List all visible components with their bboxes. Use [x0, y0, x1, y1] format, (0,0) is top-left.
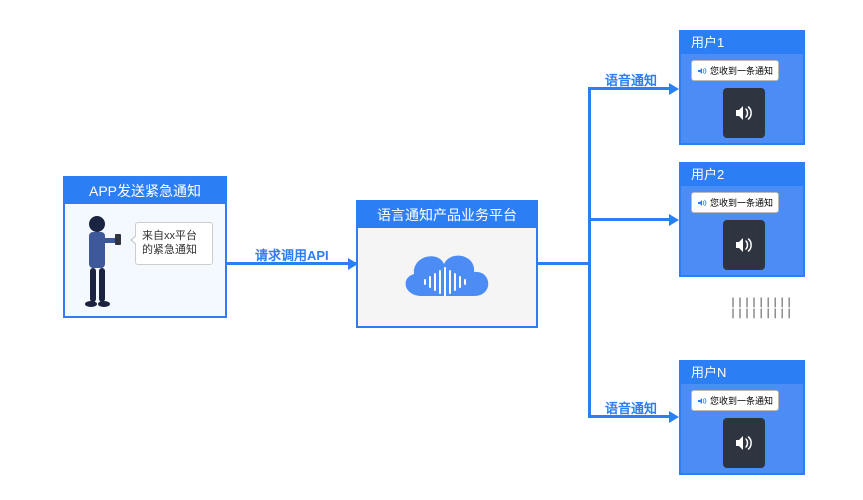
speaker-icon — [733, 234, 755, 256]
arrow-usern — [669, 411, 679, 423]
user-box-1: 用户1 您收到一条通知 — [679, 30, 805, 145]
speaker-icon — [733, 102, 755, 124]
user-box-n-body: 您收到一条通知 — [681, 384, 803, 473]
edge-vertical-branch — [588, 87, 591, 417]
edge-branch-user2 — [588, 218, 671, 221]
source-box: APP发送紧急通知 来自xx平台的紧急通知 — [63, 176, 227, 318]
user-1-notification-text: 您收到一条通知 — [710, 64, 773, 77]
user-box-2: 用户2 您收到一条通知 — [679, 162, 805, 277]
user-2-notification-text: 您收到一条通知 — [710, 196, 773, 209]
platform-box: 语言通知产品业务平台 — [356, 200, 538, 328]
source-speech-text: 来自xx平台的紧急通知 — [142, 230, 197, 256]
arrow-user1 — [669, 83, 679, 95]
source-speech-bubble: 来自xx平台的紧急通知 — [135, 222, 213, 265]
speaker-icon — [733, 432, 755, 454]
user-box-1-body: 您收到一条通知 — [681, 54, 803, 143]
user-2-notification-bubble: 您收到一条通知 — [691, 192, 779, 213]
user-box-2-body: 您收到一条通知 — [681, 186, 803, 275]
edge-platform-trunk — [538, 262, 590, 265]
cloud-audio-icon — [392, 238, 502, 316]
edge-label-usern: 语音通知 — [605, 398, 657, 417]
arrow-source-platform — [348, 258, 358, 270]
arrow-user2 — [669, 214, 679, 226]
sound-icon — [697, 198, 707, 208]
user-box-2-title: 用户2 — [681, 164, 803, 186]
user-n-phone-icon — [723, 418, 765, 468]
ellipsis-icon: ||||||||| ||||||||| — [730, 297, 863, 319]
edge-label-api: 请求调用API — [255, 245, 329, 264]
source-box-title: APP发送紧急通知 — [65, 178, 225, 204]
user-box-1-title: 用户1 — [681, 32, 803, 54]
source-box-body: 来自xx平台的紧急通知 — [65, 204, 225, 316]
user-n-notification-text: 您收到一条通知 — [710, 394, 773, 407]
platform-box-title: 语言通知产品业务平台 — [358, 202, 536, 228]
user-n-notification-bubble: 您收到一条通知 — [691, 390, 779, 411]
sound-icon — [697, 396, 707, 406]
user-box-n: 用户N 您收到一条通知 — [679, 360, 805, 475]
user-box-n-title: 用户N — [681, 362, 803, 384]
user-1-phone-icon — [723, 88, 765, 138]
user-1-notification-bubble: 您收到一条通知 — [691, 60, 779, 81]
person-icon — [75, 212, 125, 312]
edge-label-user1: 语音通知 — [605, 70, 657, 89]
sound-icon — [697, 66, 707, 76]
user-2-phone-icon — [723, 220, 765, 270]
platform-box-body — [358, 228, 536, 326]
